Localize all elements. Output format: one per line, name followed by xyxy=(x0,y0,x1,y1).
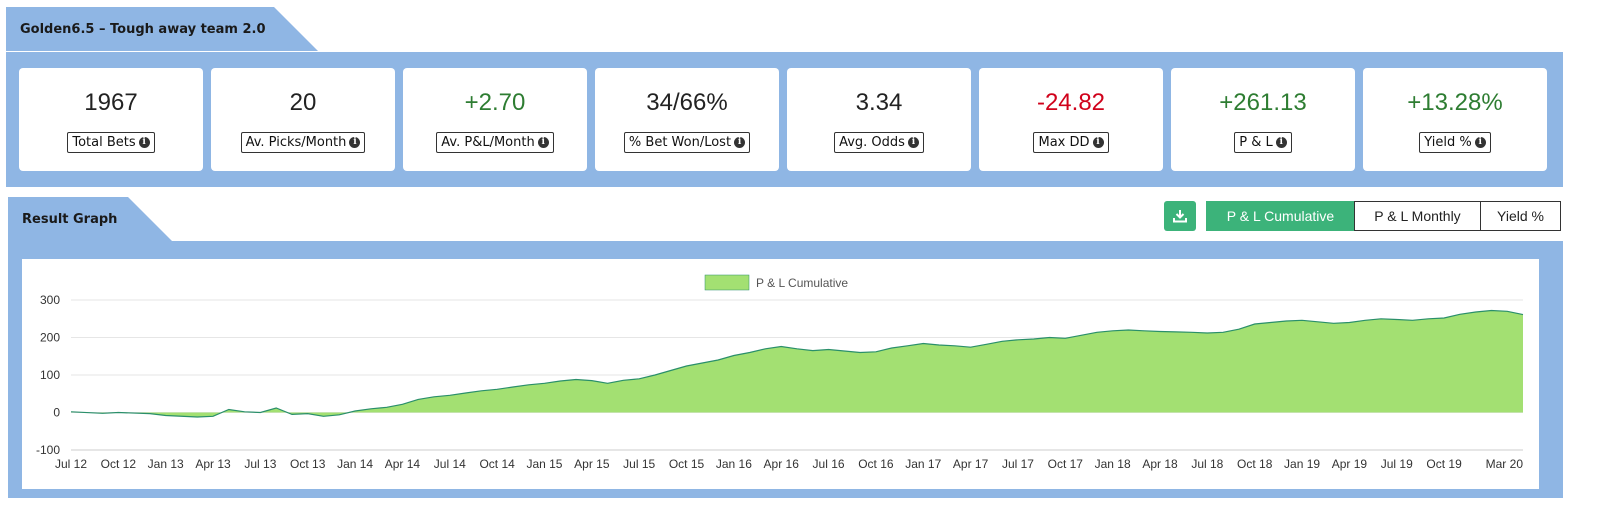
stat-label-text: P & L xyxy=(1239,135,1273,150)
x-tick-label: Oct 13 xyxy=(290,457,326,471)
stat-label-text: Total Bets xyxy=(72,135,136,150)
y-axis: -100 0 100 200 300 xyxy=(36,293,60,457)
x-tick-label: Oct 17 xyxy=(1048,457,1084,471)
x-tick-label: Apr 13 xyxy=(195,457,231,471)
stat-value-bet-won-lost: 34/66% xyxy=(646,89,728,116)
x-tick-label: Apr 19 xyxy=(1332,457,1368,471)
toggle-yield[interactable]: Yield % xyxy=(1480,201,1561,231)
y-tick-label: 300 xyxy=(40,293,60,307)
x-tick-label: Oct 15 xyxy=(669,457,705,471)
stat-label-avg-picks-month[interactable]: Av. Picks/Month i xyxy=(240,132,366,153)
stat-label-bet-won-lost[interactable]: % Bet Won/Lost i xyxy=(623,132,751,153)
x-tick-label: Jul 12 xyxy=(55,457,87,471)
stat-value-avg-odds: 3.34 xyxy=(855,89,903,116)
stat-value-total-bets: 1967 xyxy=(84,89,138,116)
stat-label-text: Max DD xyxy=(1038,135,1090,150)
stat-value-pl: +261.13 xyxy=(1219,89,1307,116)
y-tick-label: 0 xyxy=(53,406,60,420)
x-tick-label: Apr 15 xyxy=(574,457,610,471)
stat-card-avg-picks-month: 20 Av. Picks/Month i xyxy=(211,68,395,171)
result-graph-tab: Result Graph xyxy=(8,197,172,241)
y-tick-label: 200 xyxy=(40,331,60,345)
stat-label-text: Yield % xyxy=(1424,135,1472,150)
stat-value-avg-pl-month: +2.70 xyxy=(464,89,526,116)
x-tick-label: Jul 16 xyxy=(813,457,845,471)
x-axis: Jul 12 Oct 12 Jan 13 Apr 13 Jul 13 Oct 13 Jan … xyxy=(55,457,1523,471)
strategy-title-tab: Golden6.5 – Tough away team 2.0 xyxy=(6,7,318,51)
stat-value-yield: +13.28% xyxy=(1407,89,1503,116)
x-tick-label: Apr 14 xyxy=(385,457,421,471)
x-tick-label: Apr 16 xyxy=(764,457,800,471)
info-icon[interactable]: i xyxy=(907,137,919,148)
x-tick-label: Jul 19 xyxy=(1381,457,1413,471)
info-icon[interactable]: i xyxy=(1474,137,1486,148)
info-icon[interactable]: i xyxy=(1275,137,1287,148)
x-tick-label: Jan 14 xyxy=(337,457,373,471)
x-tick-label: Jan 16 xyxy=(716,457,752,471)
x-tick-label: Apr 18 xyxy=(1142,457,1178,471)
stat-label-yield[interactable]: Yield % i xyxy=(1419,132,1491,153)
stat-card-avg-pl-month: +2.70 Av. P&L/Month i xyxy=(403,68,587,171)
x-tick-label: Jan 19 xyxy=(1284,457,1320,471)
stat-label-text: Avg. Odds xyxy=(839,135,905,150)
x-tick-label: Apr 17 xyxy=(953,457,989,471)
stat-card-max-dd: -24.82 Max DD i xyxy=(979,68,1163,171)
x-tick-label: Oct 18 xyxy=(1237,457,1273,471)
result-graph-title: Result Graph xyxy=(22,211,118,227)
stat-label-max-dd[interactable]: Max DD i xyxy=(1033,132,1109,153)
x-tick-label: Jul 14 xyxy=(434,457,466,471)
info-icon[interactable]: i xyxy=(734,137,746,148)
x-tick-label: Jan 18 xyxy=(1095,457,1131,471)
y-tick-label: -100 xyxy=(36,443,60,457)
y-tick-label: 100 xyxy=(40,368,60,382)
stat-card-avg-odds: 3.34 Avg. Odds i xyxy=(787,68,971,171)
x-tick-label: Jan 17 xyxy=(905,457,941,471)
strategy-title: Golden6.5 – Tough away team 2.0 xyxy=(20,21,266,37)
stat-label-total-bets[interactable]: Total Bets i xyxy=(67,132,155,153)
stat-card-bet-won-lost: 34/66% % Bet Won/Lost i xyxy=(595,68,779,171)
graph-container: -100 0 100 200 300 Jul 12 Oct 12 Jan 13 Apr 13 J… xyxy=(22,259,1539,489)
x-tick-label: Oct 19 xyxy=(1426,457,1462,471)
legend-swatch[interactable] xyxy=(704,274,750,291)
stat-label-text: % Bet Won/Lost xyxy=(628,135,732,150)
x-tick-label: Jul 15 xyxy=(623,457,655,471)
stat-card-total-bets: 1967 Total Bets i xyxy=(19,68,203,171)
stat-value-max-dd: -24.82 xyxy=(1036,89,1106,116)
download-button[interactable] xyxy=(1164,201,1196,231)
toggle-pl-cumulative[interactable]: P & L Cumulative xyxy=(1206,201,1355,231)
x-tick-label: Jul 13 xyxy=(244,457,276,471)
x-tick-label: Jul 17 xyxy=(1002,457,1034,471)
stats-panel: 1967 Total Bets i 20 Av. Picks/Month i +2.… xyxy=(6,52,1563,187)
download-icon xyxy=(1173,210,1187,223)
x-tick-label: Jan 15 xyxy=(526,457,562,471)
x-tick-label: Oct 16 xyxy=(858,457,894,471)
stat-label-avg-pl-month[interactable]: Av. P&L/Month i xyxy=(436,132,554,153)
toggle-pl-monthly[interactable]: P & L Monthly xyxy=(1354,201,1481,231)
stat-label-text: Av. Picks/Month xyxy=(245,135,347,150)
x-tick-label: Oct 12 xyxy=(101,457,137,471)
x-tick-label: Mar 20 xyxy=(1486,457,1524,471)
pl-cumulative-line xyxy=(70,309,1524,418)
pl-cumulative-area xyxy=(71,310,1523,417)
x-tick-label: Jan 13 xyxy=(148,457,184,471)
info-icon[interactable]: i xyxy=(138,137,150,148)
legend-label[interactable]: P & L Cumulative xyxy=(756,276,848,290)
stat-label-avg-odds[interactable]: Avg. Odds i xyxy=(834,132,924,153)
stat-card-yield: +13.28% Yield % i xyxy=(1363,68,1547,171)
info-icon[interactable]: i xyxy=(349,137,361,148)
x-tick-label: Oct 14 xyxy=(479,457,515,471)
stat-value-avg-picks-month: 20 xyxy=(289,89,317,116)
stat-label-text: Av. P&L/Month xyxy=(441,135,535,150)
info-icon[interactable]: i xyxy=(1092,137,1104,148)
info-icon[interactable]: i xyxy=(537,137,549,148)
x-tick-label: Jul 18 xyxy=(1191,457,1223,471)
graph-panel: -100 0 100 200 300 Jul 12 Oct 12 Jan 13 Apr 13 J… xyxy=(8,241,1563,498)
